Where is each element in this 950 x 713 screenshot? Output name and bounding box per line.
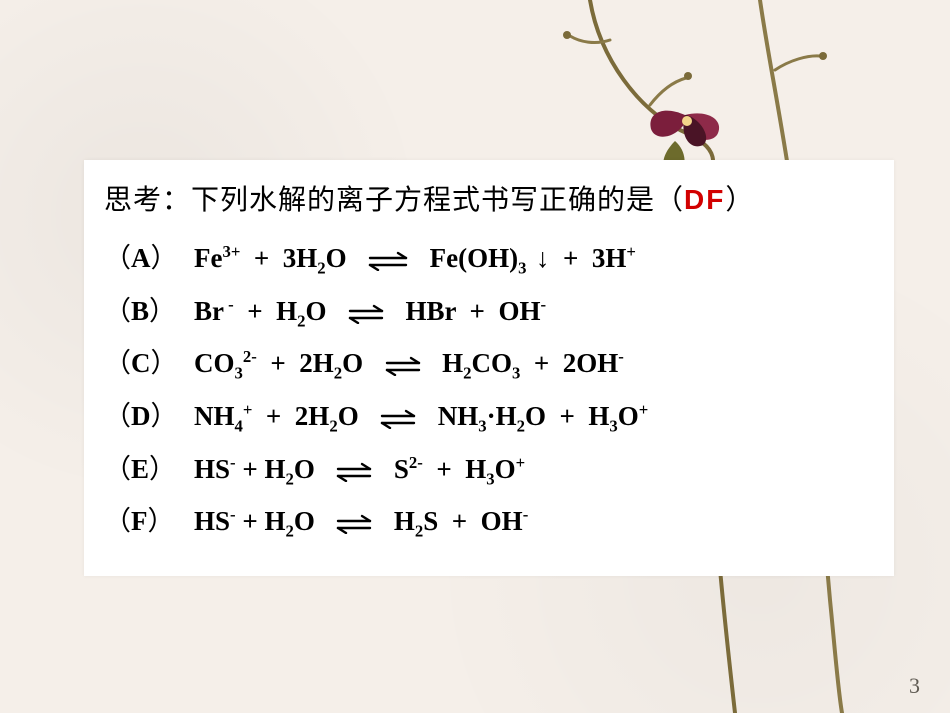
option-a: （A） Fe3+ + 3H2O Fe(OH)3↓ + 3H+ [104,232,874,285]
option-label: （A） [104,232,194,285]
option-letter: E [131,454,149,484]
option-letter: C [131,348,151,378]
equation-b: Br - + H2O HBr + OH- [194,285,546,338]
equation-c: CO32- + 2H2O H2CO3 + 2OH- [194,337,624,390]
options-list: （A） Fe3+ + 3H2O Fe(OH)3↓ + 3H+ （B） Br - … [104,232,874,548]
equation-e: HS- + H2O S2- + H3O+ [194,443,525,496]
option-letter: D [131,401,151,431]
equilibrium-arrow-icon [346,304,386,324]
equation-a: Fe3+ + 3H2O Fe(OH)3↓ + 3H+ [194,232,636,285]
option-letter: A [131,243,151,273]
equation-f: HS- + H2O H2S + OH- [194,495,528,548]
option-d: （D） NH4+ + 2H2O NH3·H2O + H3O+ [104,390,874,443]
option-label: （C） [104,337,194,390]
question-text: 思考：下列水解的离子方程式书写正确的是（DF） [104,178,874,218]
equilibrium-arrow-icon [383,356,423,376]
option-e: （E） HS- + H2O S2- + H3O+ [104,443,874,496]
option-f: （F） HS- + H2O H2S + OH- [104,495,874,548]
equilibrium-arrow-icon [334,462,374,482]
question-body: 下列水解的离子方程式书写正确的是（ [191,185,684,216]
question-prefix: 思考： [104,185,191,216]
option-label: （B） [104,285,194,338]
option-b: （B） Br - + H2O HBr + OH- [104,285,874,338]
option-label: （D） [104,390,194,443]
option-label: （F） [104,495,194,548]
equation-d: NH4+ + 2H2O NH3·H2O + H3O+ [194,390,648,443]
slide-number: 3 [909,673,920,699]
question-answer: DF [684,184,725,215]
equilibrium-arrow-icon [366,251,410,271]
option-letter: F [131,506,148,536]
question-panel: 思考：下列水解的离子方程式书写正确的是（DF） （A） Fe3+ + 3H2O … [84,160,894,576]
equilibrium-arrow-icon [334,514,374,534]
option-c: （C） CO32- + 2H2O H2CO3 + 2OH- [104,337,874,390]
equilibrium-arrow-icon [378,409,418,429]
option-letter: B [131,296,149,326]
question-suffix: ） [725,185,754,216]
option-label: （E） [104,443,194,496]
